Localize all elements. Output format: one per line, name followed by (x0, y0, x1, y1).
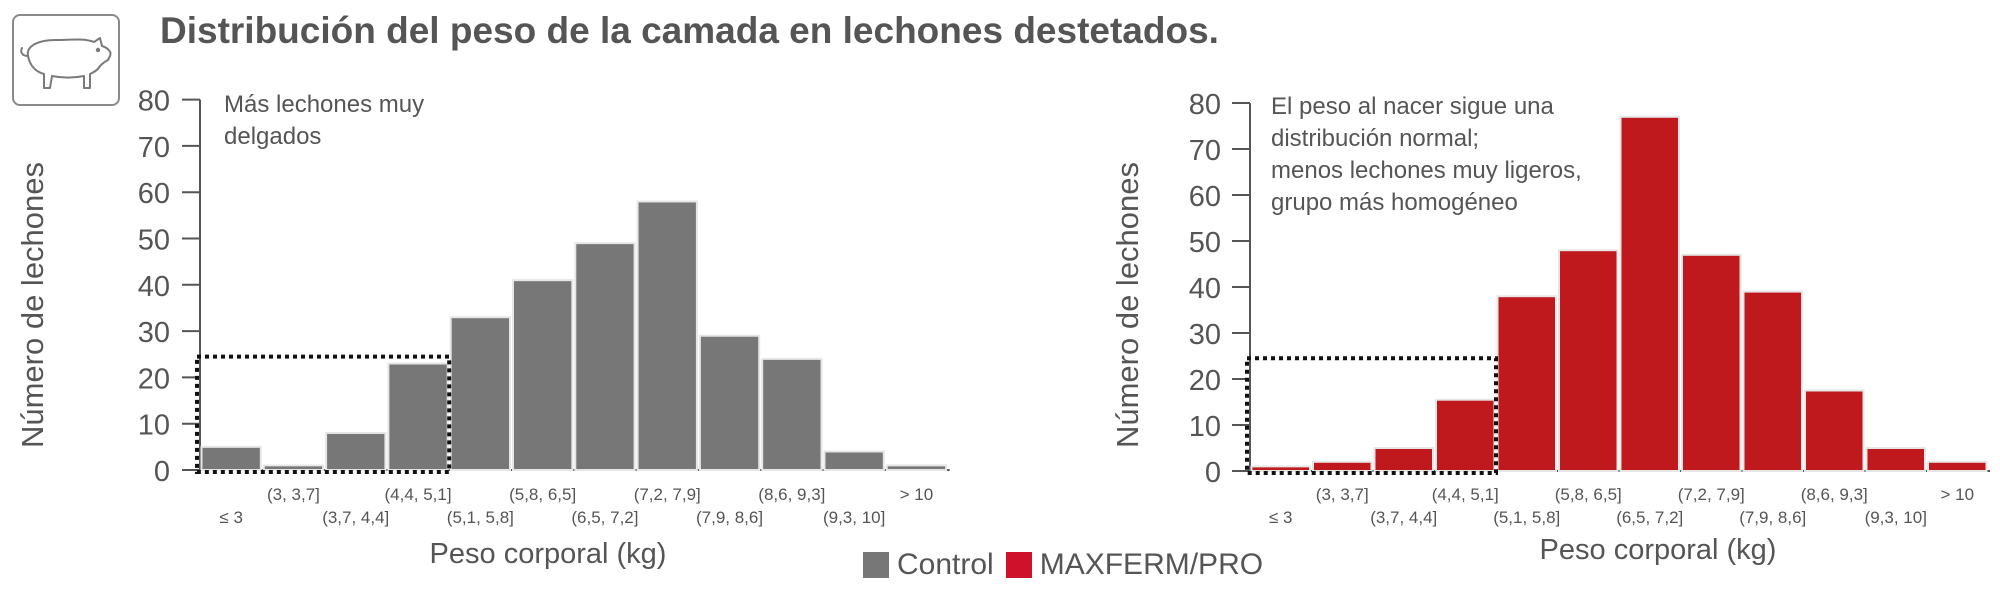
chart-1-x-tick-label: (9,3, 10] (823, 508, 885, 527)
chart-2-bar (1558, 249, 1619, 472)
chart-1-bar (885, 464, 948, 471)
chart-2-y-tick-label: 20 (1189, 365, 1221, 397)
chart-2-bar (1312, 460, 1373, 472)
chart-2-x-tick-label: (3, 3,7] (1316, 485, 1369, 504)
chart-1-bar (512, 279, 574, 472)
chart-1-x-tick-label: (3, 3,7] (267, 485, 320, 504)
chart-1-x-tick-label: (7,2, 7,9] (634, 485, 701, 504)
chart-1-x-tick-label: ≤ 3 (219, 508, 243, 527)
chart-2-x-tick-label: (4,4, 5,1] (1432, 485, 1499, 504)
chart-1-y-tick-label: 40 (138, 271, 170, 303)
chart-2-annotation-line: El peso al nacer sigue una (1271, 93, 1555, 120)
chart-1-bar (698, 334, 761, 472)
legend-swatch-maxferm (1005, 552, 1032, 578)
chart-2-bar (1250, 465, 1311, 472)
chart-1-annotation-line: Más lechones muy (224, 91, 424, 118)
legend-label-maxferm: MAXFERM/PRO (1039, 548, 1264, 581)
chart-1-x-tick-label: (5,8, 6,5] (509, 485, 576, 504)
page-title: Distribución del peso de la camada en le… (160, 10, 1219, 51)
chart-1-bar (574, 242, 636, 471)
chart-2-y-tick-label: 80 (1189, 89, 1221, 121)
chart-2-bar (1804, 389, 1865, 472)
chart-2-bar (1681, 253, 1742, 472)
chart-1-x-tick-label: (7,9, 8,6] (696, 508, 763, 527)
chart-1-bar (387, 362, 449, 472)
chart-1-x-tick-label: (4,4, 5,1] (384, 485, 451, 504)
chart-2-y-axis-label: Número de lechones (1110, 162, 1145, 448)
chart-1-x-tick-label: (6,5, 7,2] (571, 508, 638, 527)
chart-2-bar (1373, 447, 1434, 472)
chart-2-y-tick-label: 0 (1205, 457, 1221, 489)
chart-1-bar (636, 200, 698, 472)
legend: Control MAXFERM/PRO (863, 548, 1275, 582)
chart-2-x-axis-label: Peso corporal (kg) (1540, 534, 1777, 566)
legend-label-control: Control (897, 548, 994, 581)
legend-item-control: Control (863, 548, 994, 582)
chart-2-y-tick-label: 40 (1189, 273, 1221, 305)
chart-2-x-tick-label: (5,1, 5,8] (1493, 508, 1560, 527)
chart-1-x-tick-label: (3,7, 4,4] (322, 508, 389, 527)
chart-1-y-tick-label: 80 (138, 86, 170, 118)
chart-1-y-axis-label: Número de lechones (15, 162, 50, 448)
chart-2-y-tick-label: 70 (1189, 135, 1221, 167)
chart-2-y-tick-label: 50 (1189, 227, 1221, 259)
chart-1-x-tick-label: > 10 (900, 485, 934, 504)
chart-1-bar (823, 450, 885, 472)
chart-2-y-tick-label: 10 (1189, 411, 1221, 443)
chart-1-bar (200, 445, 262, 472)
chart-1-y-tick-label: 10 (138, 410, 170, 442)
chart-1-annotation-line: delgados (224, 123, 321, 150)
chart-2-bar (1619, 115, 1680, 473)
chart-1-bar (262, 464, 325, 471)
chart-2-annotation-line: grupo más homogéneo (1271, 189, 1518, 216)
chart-1-x-tick-label: (5,1, 5,8] (447, 508, 514, 527)
chart-1-x-tick-label: (8,6, 9,3] (758, 485, 825, 504)
chart-2-highlight-box (1245, 356, 1498, 475)
chart-2-x-tick-label: (3,7, 4,4] (1370, 508, 1437, 527)
chart-2-bar (1435, 398, 1496, 473)
chart-2-bar (1927, 460, 1988, 472)
chart-2-x-tick-label: (6,5, 7,2] (1616, 508, 1683, 527)
chart-1-y-tick-label: 20 (138, 363, 170, 395)
chart-2-y-tick-label: 30 (1189, 319, 1221, 351)
chart-2-x-tick-label: ≤ 3 (1269, 508, 1293, 527)
chart-2-x-tick-label: > 10 (1940, 485, 1974, 504)
chart-2-x-tick-label: (8,6, 9,3] (1801, 485, 1868, 504)
legend-swatch-control (863, 552, 889, 578)
chart-1-bar (325, 431, 387, 471)
chart-1-bar (761, 357, 823, 472)
chart-2-bar (1742, 290, 1803, 472)
chart-2-x-tick-label: (9,3, 10] (1865, 508, 1927, 527)
chart-2-annotation-line: menos lechones muy ligeros, (1271, 157, 1582, 184)
chart-2-x-tick-label: (7,2, 7,9] (1678, 485, 1745, 504)
chart-1-x-axis-label: Peso corporal (kg) (430, 538, 667, 570)
chart-1-y-tick-label: 60 (138, 178, 170, 210)
chart-2-bar (1496, 295, 1557, 473)
legend-item-maxferm: MAXFERM/PRO (1005, 548, 1264, 582)
chart-1-y-tick-label: 0 (154, 456, 170, 488)
chart-1-y-tick-label: 50 (138, 225, 170, 257)
pig-icon (20, 37, 112, 89)
chart-2-y-tick-label: 60 (1189, 181, 1221, 213)
chart-2-x-tick-label: (7,9, 8,6] (1739, 508, 1806, 527)
chart-1-y-tick-label: 30 (138, 317, 170, 349)
chart-2-bar (1865, 447, 1926, 472)
chart-2-annotation-line: distribución normal; (1271, 125, 1479, 152)
chart-1-y-tick-label: 70 (138, 132, 170, 164)
chart-1-bar (449, 316, 512, 471)
chart-2-x-tick-label: (5,8, 6,5] (1555, 485, 1622, 504)
logo-box (12, 14, 120, 106)
